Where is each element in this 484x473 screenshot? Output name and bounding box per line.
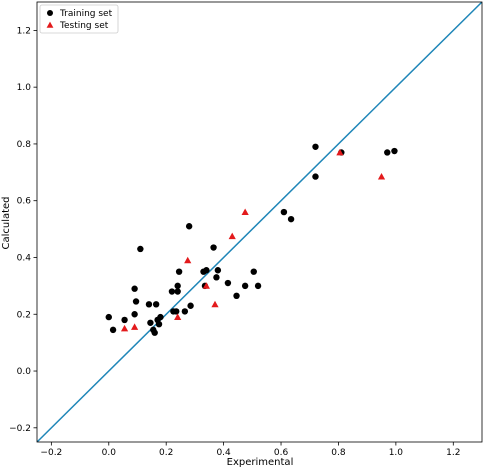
legend: Training set Testing set xyxy=(39,4,119,34)
x-tick-label: 0.6 xyxy=(274,448,289,458)
legend-marker-training xyxy=(47,10,53,16)
training-point xyxy=(168,288,176,295)
plot-area xyxy=(37,2,482,442)
y-tick-label: 0.0 xyxy=(17,367,32,377)
y-tick-label: 0.2 xyxy=(17,310,31,320)
training-point xyxy=(214,267,222,274)
training-point xyxy=(105,313,112,321)
training-point xyxy=(181,308,189,315)
training-point xyxy=(151,329,158,336)
legend-marker-testing xyxy=(46,21,54,28)
y-tick-label: 1.2 xyxy=(17,26,31,36)
training-point xyxy=(213,274,220,281)
training-point xyxy=(203,267,210,274)
testing-point xyxy=(120,324,129,332)
training-point xyxy=(312,173,319,180)
x-tick-label: 0.2 xyxy=(159,448,173,458)
testing-point xyxy=(184,256,192,264)
training-point xyxy=(233,292,240,300)
x-axis-label: Experimental xyxy=(227,457,294,468)
training-point xyxy=(287,215,295,223)
training-point xyxy=(250,268,257,275)
x-tick-label: 0.8 xyxy=(331,448,346,458)
testing-point xyxy=(241,208,249,215)
legend-label: Testing set xyxy=(59,21,109,31)
training-point xyxy=(132,298,140,305)
identity-line xyxy=(37,2,482,442)
training-point xyxy=(384,149,391,156)
training-point xyxy=(175,268,183,275)
testing-point xyxy=(202,282,210,289)
plot-layer xyxy=(37,2,482,442)
testing-point xyxy=(228,232,236,240)
training-point xyxy=(145,301,153,308)
y-tick-label: −0.2 xyxy=(9,424,31,434)
x-tick-label: −0.2 xyxy=(40,448,62,458)
training-point xyxy=(155,320,163,328)
training-point xyxy=(312,143,319,150)
training-point xyxy=(137,245,144,253)
training-point xyxy=(174,282,181,290)
training-point xyxy=(185,223,193,230)
axes-layer: −0.2 0.0 0.2 0.4 0.6 0.8 1.0 1.2 −0.2 0.0 0.2 0.4 0.… xyxy=(9,1,483,458)
testing-point xyxy=(336,148,344,156)
testing-point xyxy=(174,313,182,320)
training-point xyxy=(241,282,249,290)
y-tick-label: 1.0 xyxy=(17,83,32,93)
training-point xyxy=(280,208,288,216)
x-tick-label: 0.4 xyxy=(216,448,231,458)
training-point xyxy=(109,326,117,334)
x-tick-label: 1.0 xyxy=(389,448,404,458)
legend-label: Training set xyxy=(59,9,113,19)
training-point xyxy=(131,285,138,292)
y-tick-label: 0.8 xyxy=(17,140,32,150)
y-axis-label: Calculated xyxy=(1,196,12,249)
training-point xyxy=(224,279,232,287)
plot-frame xyxy=(36,1,483,443)
training-point xyxy=(131,311,138,318)
testing-point xyxy=(377,172,386,180)
training-point xyxy=(187,302,194,309)
x-tick-label: 1.2 xyxy=(446,448,460,458)
training-point xyxy=(210,244,217,251)
training-point xyxy=(391,147,398,155)
y-tick-label: 0.6 xyxy=(17,197,32,207)
y-tick-label: 0.4 xyxy=(17,253,32,263)
testing-point xyxy=(211,300,219,308)
training-point xyxy=(174,288,181,295)
training-point xyxy=(157,313,164,321)
testing-point xyxy=(131,323,139,330)
training-point xyxy=(147,319,154,326)
training-point xyxy=(254,282,262,290)
legend-box xyxy=(39,4,119,34)
training-point xyxy=(173,308,180,315)
training-point xyxy=(121,316,128,324)
x-tick-label: 0.0 xyxy=(102,448,117,458)
training-point xyxy=(152,301,160,308)
